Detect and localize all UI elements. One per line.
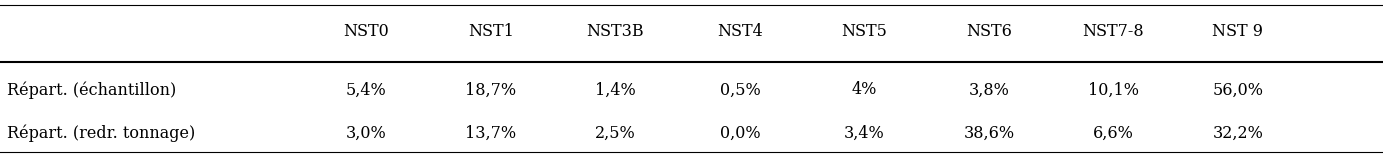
Text: 10,1%: 10,1% <box>1088 81 1138 98</box>
Text: NST0: NST0 <box>343 22 390 40</box>
Text: 38,6%: 38,6% <box>964 125 1014 142</box>
Text: 0,0%: 0,0% <box>719 125 761 142</box>
Text: Répart. (échantillon): Répart. (échantillon) <box>7 81 176 99</box>
Text: 1,4%: 1,4% <box>595 81 636 98</box>
Text: NST7-8: NST7-8 <box>1083 22 1144 40</box>
Text: 4%: 4% <box>852 81 877 98</box>
Text: NST 9: NST 9 <box>1213 22 1263 40</box>
Text: NST6: NST6 <box>965 22 1012 40</box>
Text: Répart. (redr. tonnage): Répart. (redr. tonnage) <box>7 125 195 142</box>
Text: 18,7%: 18,7% <box>466 81 516 98</box>
Text: 0,5%: 0,5% <box>719 81 761 98</box>
Text: NST1: NST1 <box>467 22 514 40</box>
Text: 56,0%: 56,0% <box>1213 81 1263 98</box>
Text: 2,5%: 2,5% <box>595 125 636 142</box>
Text: NST3B: NST3B <box>586 22 644 40</box>
Text: 6,6%: 6,6% <box>1093 125 1134 142</box>
Text: 13,7%: 13,7% <box>466 125 516 142</box>
Text: 3,4%: 3,4% <box>844 125 885 142</box>
Text: 5,4%: 5,4% <box>346 81 387 98</box>
Text: 3,8%: 3,8% <box>968 81 1010 98</box>
Text: 32,2%: 32,2% <box>1213 125 1263 142</box>
Text: 3,0%: 3,0% <box>346 125 387 142</box>
Text: NST4: NST4 <box>716 22 763 40</box>
Text: NST5: NST5 <box>841 22 888 40</box>
